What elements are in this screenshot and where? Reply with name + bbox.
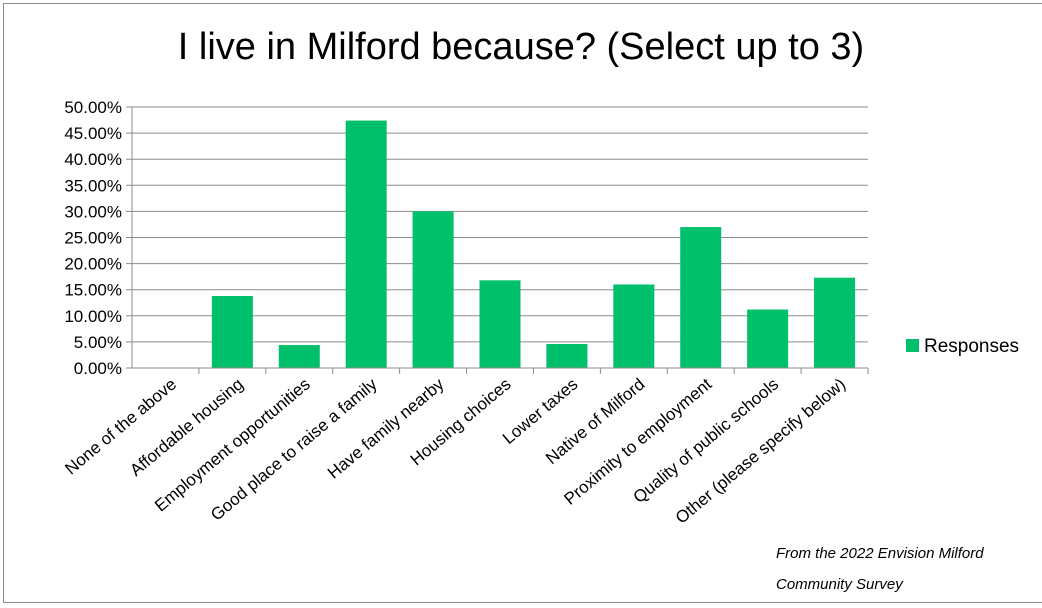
y-tick-label: 35.00% [64,176,122,195]
gridlines [132,106,868,369]
y-tick-label: 45.00% [64,124,122,143]
y-tick-label: 15.00% [64,281,122,300]
bar [345,120,387,369]
y-tick-labels: 0.00% 5.00% 10.00% 15.00% 20.00% 25.00% 30.00%… [64,98,122,378]
x-tick-label: Affordable housing [126,375,247,480]
y-tick-label: 25.00% [64,229,122,248]
bar [546,343,588,368]
y-tick-label: 50.00% [64,98,122,117]
bar [278,345,320,368]
bar [747,309,789,368]
chart-title: I live in Milford because? (Select up to… [177,26,865,68]
bar [211,295,253,368]
x-tick-label: Have family nearby [324,374,448,482]
bars [211,120,856,369]
y-tick-label: 20.00% [64,255,122,274]
y-tick-label: 10.00% [64,307,122,326]
y-tick-label: 40.00% [64,150,122,169]
chart-frame [3,3,1042,603]
legend: Responses [906,336,1019,357]
legend-label: Responses [924,336,1019,357]
source-note-line-2: Community Survey [776,576,903,593]
bar [613,284,655,368]
bar [814,277,856,368]
x-tick-label: None of the above [61,375,180,479]
axes [126,106,869,374]
y-tick-label: 0.00% [74,359,122,378]
bar [680,227,722,368]
legend-swatch [906,339,919,352]
bar [412,211,454,368]
bar [479,280,521,368]
source-note-line-1: From the 2022 Envision Milford [776,545,984,562]
y-tick-label: 30.00% [64,202,122,221]
y-tick-label: 5.00% [74,333,122,352]
